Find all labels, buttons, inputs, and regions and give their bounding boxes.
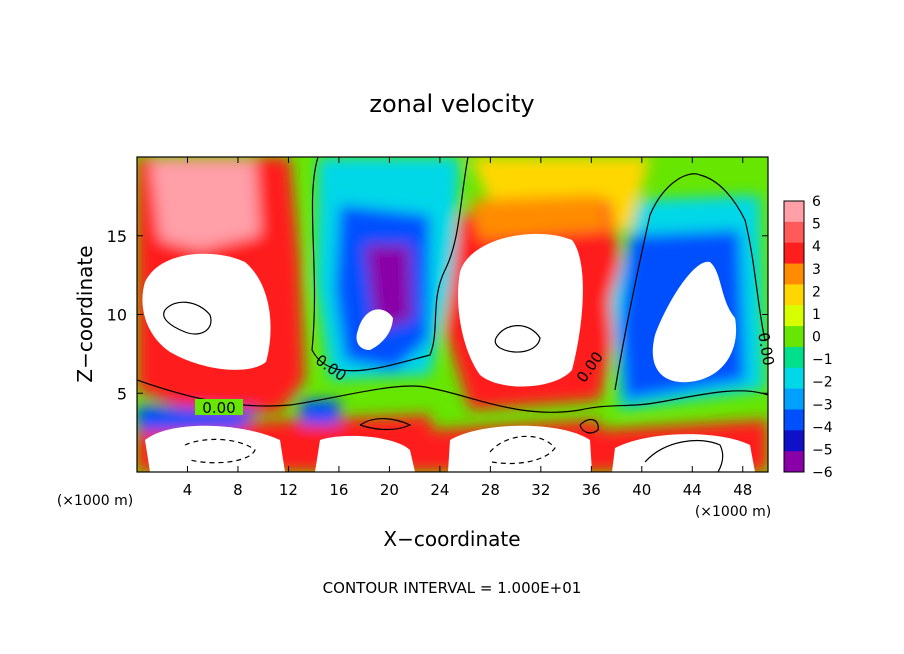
- colorbar-swatch: [784, 305, 804, 327]
- x-tick-label: 40: [632, 481, 651, 499]
- y-tick-label: 10: [107, 306, 127, 325]
- colorbar-label: −6: [812, 465, 833, 481]
- x-tick-label: 16: [329, 481, 348, 499]
- x-tick-label: 8: [233, 481, 243, 499]
- colorbar-label: −3: [812, 397, 833, 413]
- x-unit-left: (×1000 m): [57, 493, 133, 509]
- colorbar-label: −2: [812, 375, 833, 391]
- contour-zero: [163, 301, 212, 335]
- contour-negative: [184, 438, 256, 464]
- colorbar-swatch: [784, 263, 804, 285]
- y-tick-label: 15: [107, 227, 127, 246]
- x-tick-label: 44: [683, 481, 702, 499]
- field-saturated-region: [356, 309, 393, 350]
- colorbar-label: 5: [812, 217, 821, 233]
- contour-zero: [579, 418, 599, 434]
- colorbar-swatch: [784, 284, 804, 306]
- colorbar-label: 1: [812, 307, 821, 323]
- colorbar-label: −4: [812, 420, 833, 436]
- x-axis: 4 8 12 16 20 24 28 32 36 40 44 48: [183, 157, 752, 499]
- x-tick-label: 12: [279, 481, 298, 499]
- colorbar-label: −1: [812, 352, 833, 368]
- colorbar: 6 5 4 3 2 1 0 −1 −2 −3 −4 −5 −6: [783, 194, 833, 481]
- contour-label: 0.00: [202, 399, 235, 417]
- contour-zero: [644, 439, 724, 472]
- field-region: [150, 160, 260, 250]
- heatmap-field: [137, 157, 768, 472]
- colorbar-frame: [783, 200, 805, 473]
- contour-lines: [137, 157, 768, 472]
- field-saturated-region: [448, 425, 592, 472]
- colorbar-swatch: [784, 451, 804, 473]
- colorbar-swatch: [784, 346, 804, 369]
- x-tick-label: 32: [531, 481, 550, 499]
- contour-label-bg: [195, 399, 243, 415]
- contour-zero: [311, 157, 469, 372]
- y-axis-label: Z−coordinate: [73, 245, 97, 382]
- field-region: [365, 245, 412, 330]
- x-tick-label: 20: [380, 481, 399, 499]
- field-saturated-region: [145, 425, 285, 472]
- field-saturated-region: [652, 261, 737, 383]
- chart-title: zonal velocity: [369, 90, 534, 118]
- field-saturated-region: [458, 233, 583, 387]
- colorbar-swatch: [784, 409, 804, 431]
- field-saturated-region: [315, 435, 415, 472]
- colorbar-label: 6: [812, 194, 821, 210]
- field-region: [300, 400, 340, 425]
- x-unit-right: (×1000 m): [695, 504, 771, 520]
- colorbar-label: 2: [812, 284, 821, 300]
- x-tick-label: 36: [582, 481, 601, 499]
- contour-zero: [494, 325, 541, 353]
- field-saturated-region: [612, 434, 755, 472]
- colorbar-label: 4: [812, 239, 821, 255]
- colorbar-label: −5: [812, 442, 833, 458]
- colorbar-swatch: [784, 242, 804, 265]
- colorbar-swatch: [784, 201, 804, 223]
- x-axis-label: X−coordinate: [383, 527, 520, 551]
- contour-negative: [489, 435, 556, 465]
- x-tick-label: 24: [430, 481, 449, 499]
- colorbar-label: 0: [812, 330, 821, 346]
- x-tick-label: 4: [183, 481, 193, 499]
- contour-label: 0.00: [754, 331, 778, 367]
- colorbar-swatch: [784, 388, 804, 410]
- x-tick-label: 48: [733, 481, 752, 499]
- colorbar-label: 3: [812, 262, 821, 278]
- contour-zero: [137, 379, 768, 413]
- contour-zero: [359, 418, 412, 431]
- colorbar-swatch: [784, 326, 804, 348]
- colorbar-swatch: [784, 367, 804, 390]
- x-tick-label: 28: [481, 481, 500, 499]
- y-axis: 5 10 15: [107, 227, 768, 403]
- colorbar-swatch: [784, 221, 804, 244]
- y-tick-label: 5: [117, 384, 127, 403]
- contour-interval-note: CONTOUR INTERVAL = 1.000E+01: [323, 579, 582, 597]
- colorbar-swatch: [784, 430, 804, 452]
- field-region: [470, 195, 610, 240]
- contour-zero: [614, 173, 766, 391]
